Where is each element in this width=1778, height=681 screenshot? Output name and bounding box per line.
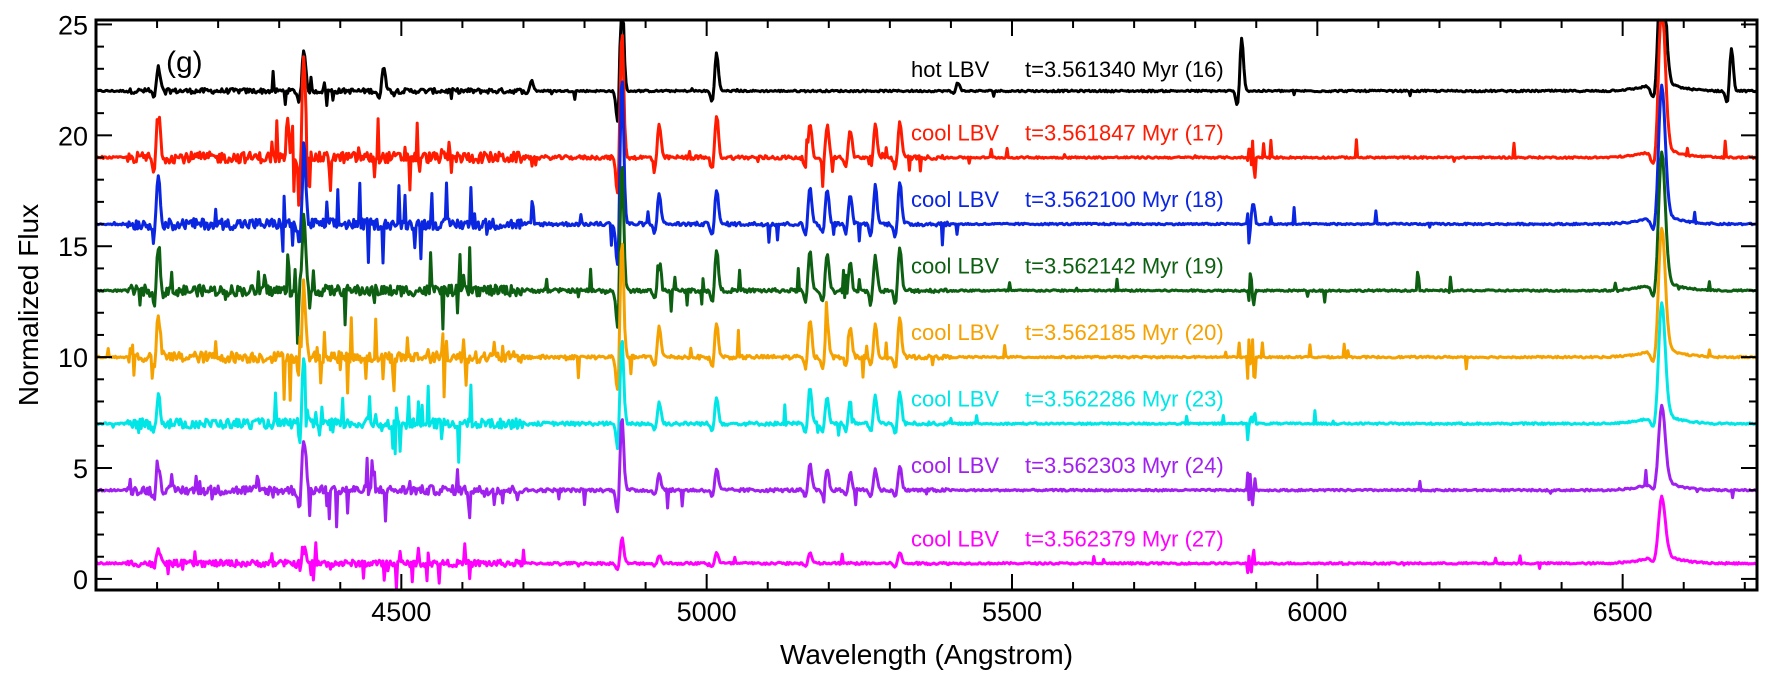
spectrum-line-2: [95, 18, 1759, 207]
series-label-name-3: cool LBV: [911, 187, 999, 212]
series-1: [94, 18, 1759, 123]
series-3: [95, 80, 1758, 266]
series-label-time-4: t=3.562142 Myr (19): [1025, 254, 1224, 279]
series-8: [95, 494, 1759, 591]
spectrum-line-6: [95, 301, 1758, 464]
series-6: [95, 301, 1758, 464]
series-label-time-1: t=3.561340 Myr (16): [1025, 57, 1224, 82]
y-tick-label: 25: [58, 10, 88, 40]
y-tick-label: 10: [58, 343, 88, 373]
series-label-name-4: cool LBV: [911, 254, 999, 279]
series-label-time-8: t=3.562379 Myr (27): [1025, 526, 1224, 551]
y-tick-label: 20: [58, 121, 88, 151]
series-layer: [94, 18, 1759, 591]
series-7: [95, 403, 1758, 529]
series-5: [94, 226, 1758, 402]
spectrum-line-1: [94, 18, 1759, 123]
x-tick-label: 6500: [1593, 597, 1653, 627]
series-label-name-6: cool LBV: [911, 387, 999, 412]
y-tick-label: 15: [58, 232, 88, 262]
x-tick-label: 4500: [371, 597, 431, 627]
series-4: [95, 150, 1758, 345]
series-label-time-3: t=3.562100 Myr (18): [1025, 187, 1224, 212]
y-axis-label: Normalized Flux: [13, 204, 44, 406]
x-tick-label: 5500: [982, 597, 1042, 627]
spectrum-line-7: [95, 403, 1758, 529]
panel-label: (g): [166, 46, 203, 79]
series-label-time-6: t=3.562286 Myr (23): [1025, 387, 1224, 412]
series-label-name-2: cool LBV: [911, 121, 999, 146]
x-tick-label: 5000: [677, 597, 737, 627]
series-label-name-1: hot LBV: [911, 57, 990, 82]
plot-frame: [94, 18, 1759, 592]
series-label-name-8: cool LBV: [911, 526, 999, 551]
series-labels: hot LBV t=3.561340 Myr (16) cool LBV t=3.56…: [911, 57, 1224, 551]
series-2: [95, 18, 1759, 207]
spectrum-line-5: [94, 226, 1758, 402]
series-label-time-5: t=3.562185 Myr (20): [1025, 320, 1224, 345]
series-label-name-5: cool LBV: [911, 320, 999, 345]
y-tick-label: 5: [73, 454, 88, 484]
x-tick-label: 6000: [1287, 597, 1347, 627]
ticks-layer: 4500 5000 5500 6000 6500 0 5 10 15 20 25: [58, 10, 1757, 627]
spectrum-line-3: [95, 80, 1758, 266]
x-axis-label: Wavelength (Angstrom): [780, 639, 1073, 670]
spectrum-line-8: [95, 494, 1759, 591]
series-label-name-7: cool LBV: [911, 453, 999, 478]
y-tick-label: 0: [73, 565, 88, 595]
spectrum-line-4: [95, 150, 1758, 345]
series-label-time-2: t=3.561847 Myr (17): [1025, 121, 1224, 146]
series-label-time-7: t=3.562303 Myr (24): [1025, 453, 1224, 478]
